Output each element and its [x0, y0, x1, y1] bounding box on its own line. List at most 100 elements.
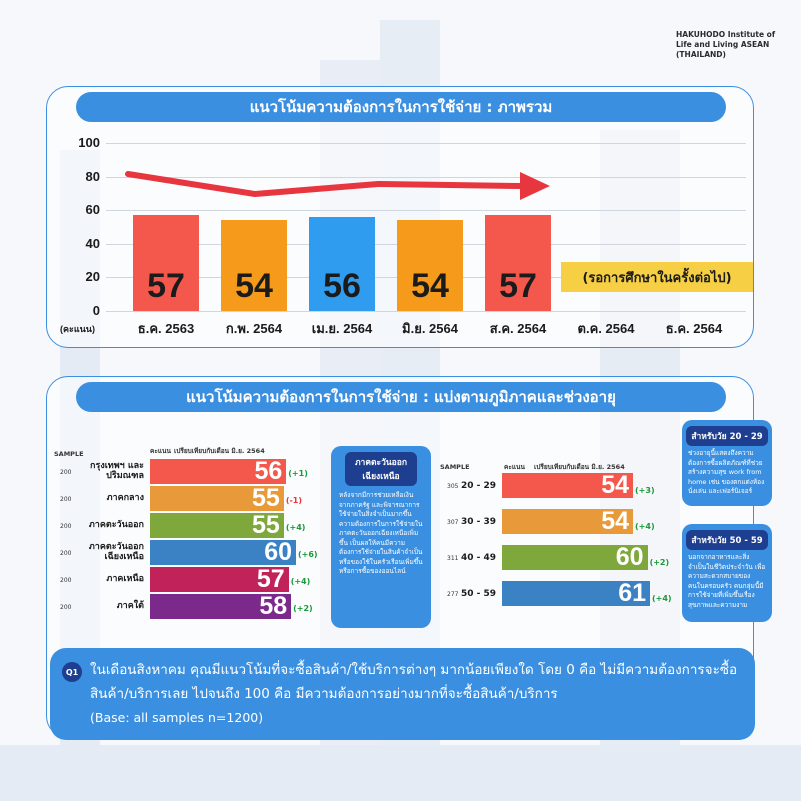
y-tick-label: 0	[92, 303, 100, 318]
y-tick-label: 80	[85, 168, 100, 184]
question-base: (Base: all samples n=1200)	[90, 710, 264, 725]
left-score-header: คะแนน	[150, 447, 171, 455]
age-bar	[502, 473, 634, 498]
region-label: ภาคใต้	[116, 601, 144, 611]
sample-count: 200	[60, 523, 72, 530]
x-tick-label: ต.ค. 2564	[577, 321, 635, 336]
x-tick-label: เม.ย. 2564	[311, 321, 373, 336]
gridline	[106, 210, 746, 212]
region-change: (+1)	[288, 469, 308, 478]
x-tick-label: ธ.ค. 2563	[137, 321, 195, 336]
sample-count: 200	[60, 550, 72, 557]
brand-logo-text: HAKUHODO Institute of Life and Living AS…	[676, 30, 775, 60]
age-value: 60	[615, 543, 644, 571]
age-bar	[502, 545, 648, 570]
bar	[397, 220, 463, 311]
brand-line: Life and Living ASEAN	[676, 40, 770, 49]
sample-count: 307	[447, 519, 459, 526]
age-value: 54	[601, 507, 630, 535]
age-change: (+4)	[635, 522, 655, 531]
gridline	[106, 311, 746, 312]
region-bar	[150, 513, 284, 538]
region-value: 57	[256, 565, 285, 593]
left-sample-header: SAMPLE	[54, 450, 84, 458]
sample-count: 200	[60, 604, 72, 611]
y-tick-label: 20	[85, 269, 100, 285]
y-tick-label: 60	[85, 202, 100, 218]
age-value: 61	[618, 579, 646, 607]
age-change: (+3)	[635, 486, 655, 495]
region-callout-body: หลังจากมีการช่วยเหลือเงินจากภาครัฐ และพิ…	[339, 491, 423, 575]
region-change: (+2)	[293, 604, 313, 613]
question-badge: Q1	[62, 662, 82, 682]
age-label: 30 - 39	[460, 517, 496, 527]
bar	[309, 216, 375, 311]
region-bar	[150, 594, 292, 619]
region-label: ภาคตะวันออก เฉียงเหนือ	[88, 542, 144, 562]
gridline	[106, 143, 746, 144]
brand-line: (THAILAND)	[676, 50, 726, 59]
question-box: Q1 ในเดือนสิงหาคม คุณมีแนวโน้มที่จะซื้อส…	[50, 648, 755, 740]
background-building	[0, 745, 801, 801]
right-sample-header: SAMPLE	[440, 463, 470, 471]
age-50-59-callout-title: สำหรับวัย 50 - 59	[686, 530, 768, 550]
pending-study-note: (รอการศึกษาในครั้งต่อไป)	[561, 262, 753, 292]
sample-count: 305	[447, 483, 459, 490]
sample-count: 200	[60, 577, 72, 584]
x-tick-label: ส.ค. 2564	[489, 321, 547, 336]
bar	[221, 220, 287, 311]
bar	[485, 215, 551, 311]
question-text: ในเดือนสิงหาคม คุณมีแนวโน้มที่จะซื้อสินค…	[90, 662, 738, 702]
left-compare-header: เปรียบเทียบกับเดือน มิ.ย. 2564	[174, 447, 265, 455]
region-value: 60	[264, 538, 292, 566]
age-value: 54	[601, 471, 630, 499]
age-change: (+2)	[649, 558, 670, 567]
region-value: 56	[254, 457, 283, 485]
right-compare-header: เปรียบเทียบกับเดือน มิ.ย. 2564	[534, 463, 625, 471]
age-change: (+4)	[652, 594, 672, 603]
region-age-title: แนวโน้มความต้องการในการใช้จ่าย : แบ่งตาม…	[76, 382, 726, 412]
age-bar	[502, 509, 634, 534]
age-label: 40 - 49	[460, 553, 496, 563]
age-label: 50 - 59	[460, 589, 496, 599]
age-20-29-callout: สำหรับวัย 20 - 29 ช่วงอายุนี้แสดงถึงความ…	[682, 420, 772, 506]
sample-count: 200	[60, 469, 72, 476]
age-50-59-callout-body: นอกจากอาหารและสิ่งจำเป็นในชีวิตประจำวัน …	[688, 553, 766, 609]
region-value: 58	[259, 592, 288, 620]
region-label: ภาคเหนือ	[106, 574, 144, 584]
x-tick-label: มิ.ย. 2564	[402, 321, 458, 336]
region-label: ภาคกลาง	[106, 493, 144, 503]
sample-count: 311	[447, 555, 459, 562]
region-value: 55	[252, 484, 280, 512]
region-bar	[150, 540, 296, 565]
region-label: กรุงเทพฯ และปริมณฑล	[90, 461, 144, 481]
region-value: 55	[252, 511, 280, 539]
bar-value-label: 54	[235, 267, 273, 305]
y-tick-label: 100	[78, 135, 100, 150]
region-change: (+4)	[285, 523, 306, 532]
region-callout-title: ภาคตะวันออก เฉียงเหนือ	[345, 452, 417, 486]
sample-count: 200	[60, 496, 72, 503]
age-50-59-callout: สำหรับวัย 50 - 59 นอกจากอาหารและสิ่งจำเป…	[682, 524, 772, 622]
region-callout: ภาคตะวันออก เฉียงเหนือ หลังจากมีการช่วยเ…	[331, 446, 431, 628]
gridline	[106, 176, 746, 178]
y-tick-label: 40	[85, 235, 100, 251]
region-bar	[150, 486, 284, 511]
region-change: (+6)	[298, 550, 318, 559]
age-20-29-callout-title: สำหรับวัย 20 - 29	[686, 426, 768, 446]
bar	[133, 215, 199, 311]
y-unit-label: (คะแนน)	[60, 324, 95, 334]
bar-value-label: 54	[411, 267, 449, 305]
right-score-header: คะแนน	[504, 463, 525, 471]
region-bar	[150, 459, 287, 484]
x-tick-label: ธ.ค. 2564	[665, 321, 723, 336]
bar-value-label: 57	[499, 267, 537, 305]
overall-trend-title: แนวโน้มความต้องการในการใช้จ่าย : ภาพรวม	[76, 92, 726, 122]
bar-value-label: 56	[323, 267, 361, 305]
sample-count: 277	[447, 591, 459, 598]
brand-line: HAKUHODO Institute of	[676, 30, 776, 39]
age-label: 20 - 29	[460, 481, 496, 491]
region-bar	[150, 567, 289, 592]
region-change: (+4)	[290, 577, 311, 586]
x-tick-label: ก.พ. 2564	[225, 321, 283, 336]
